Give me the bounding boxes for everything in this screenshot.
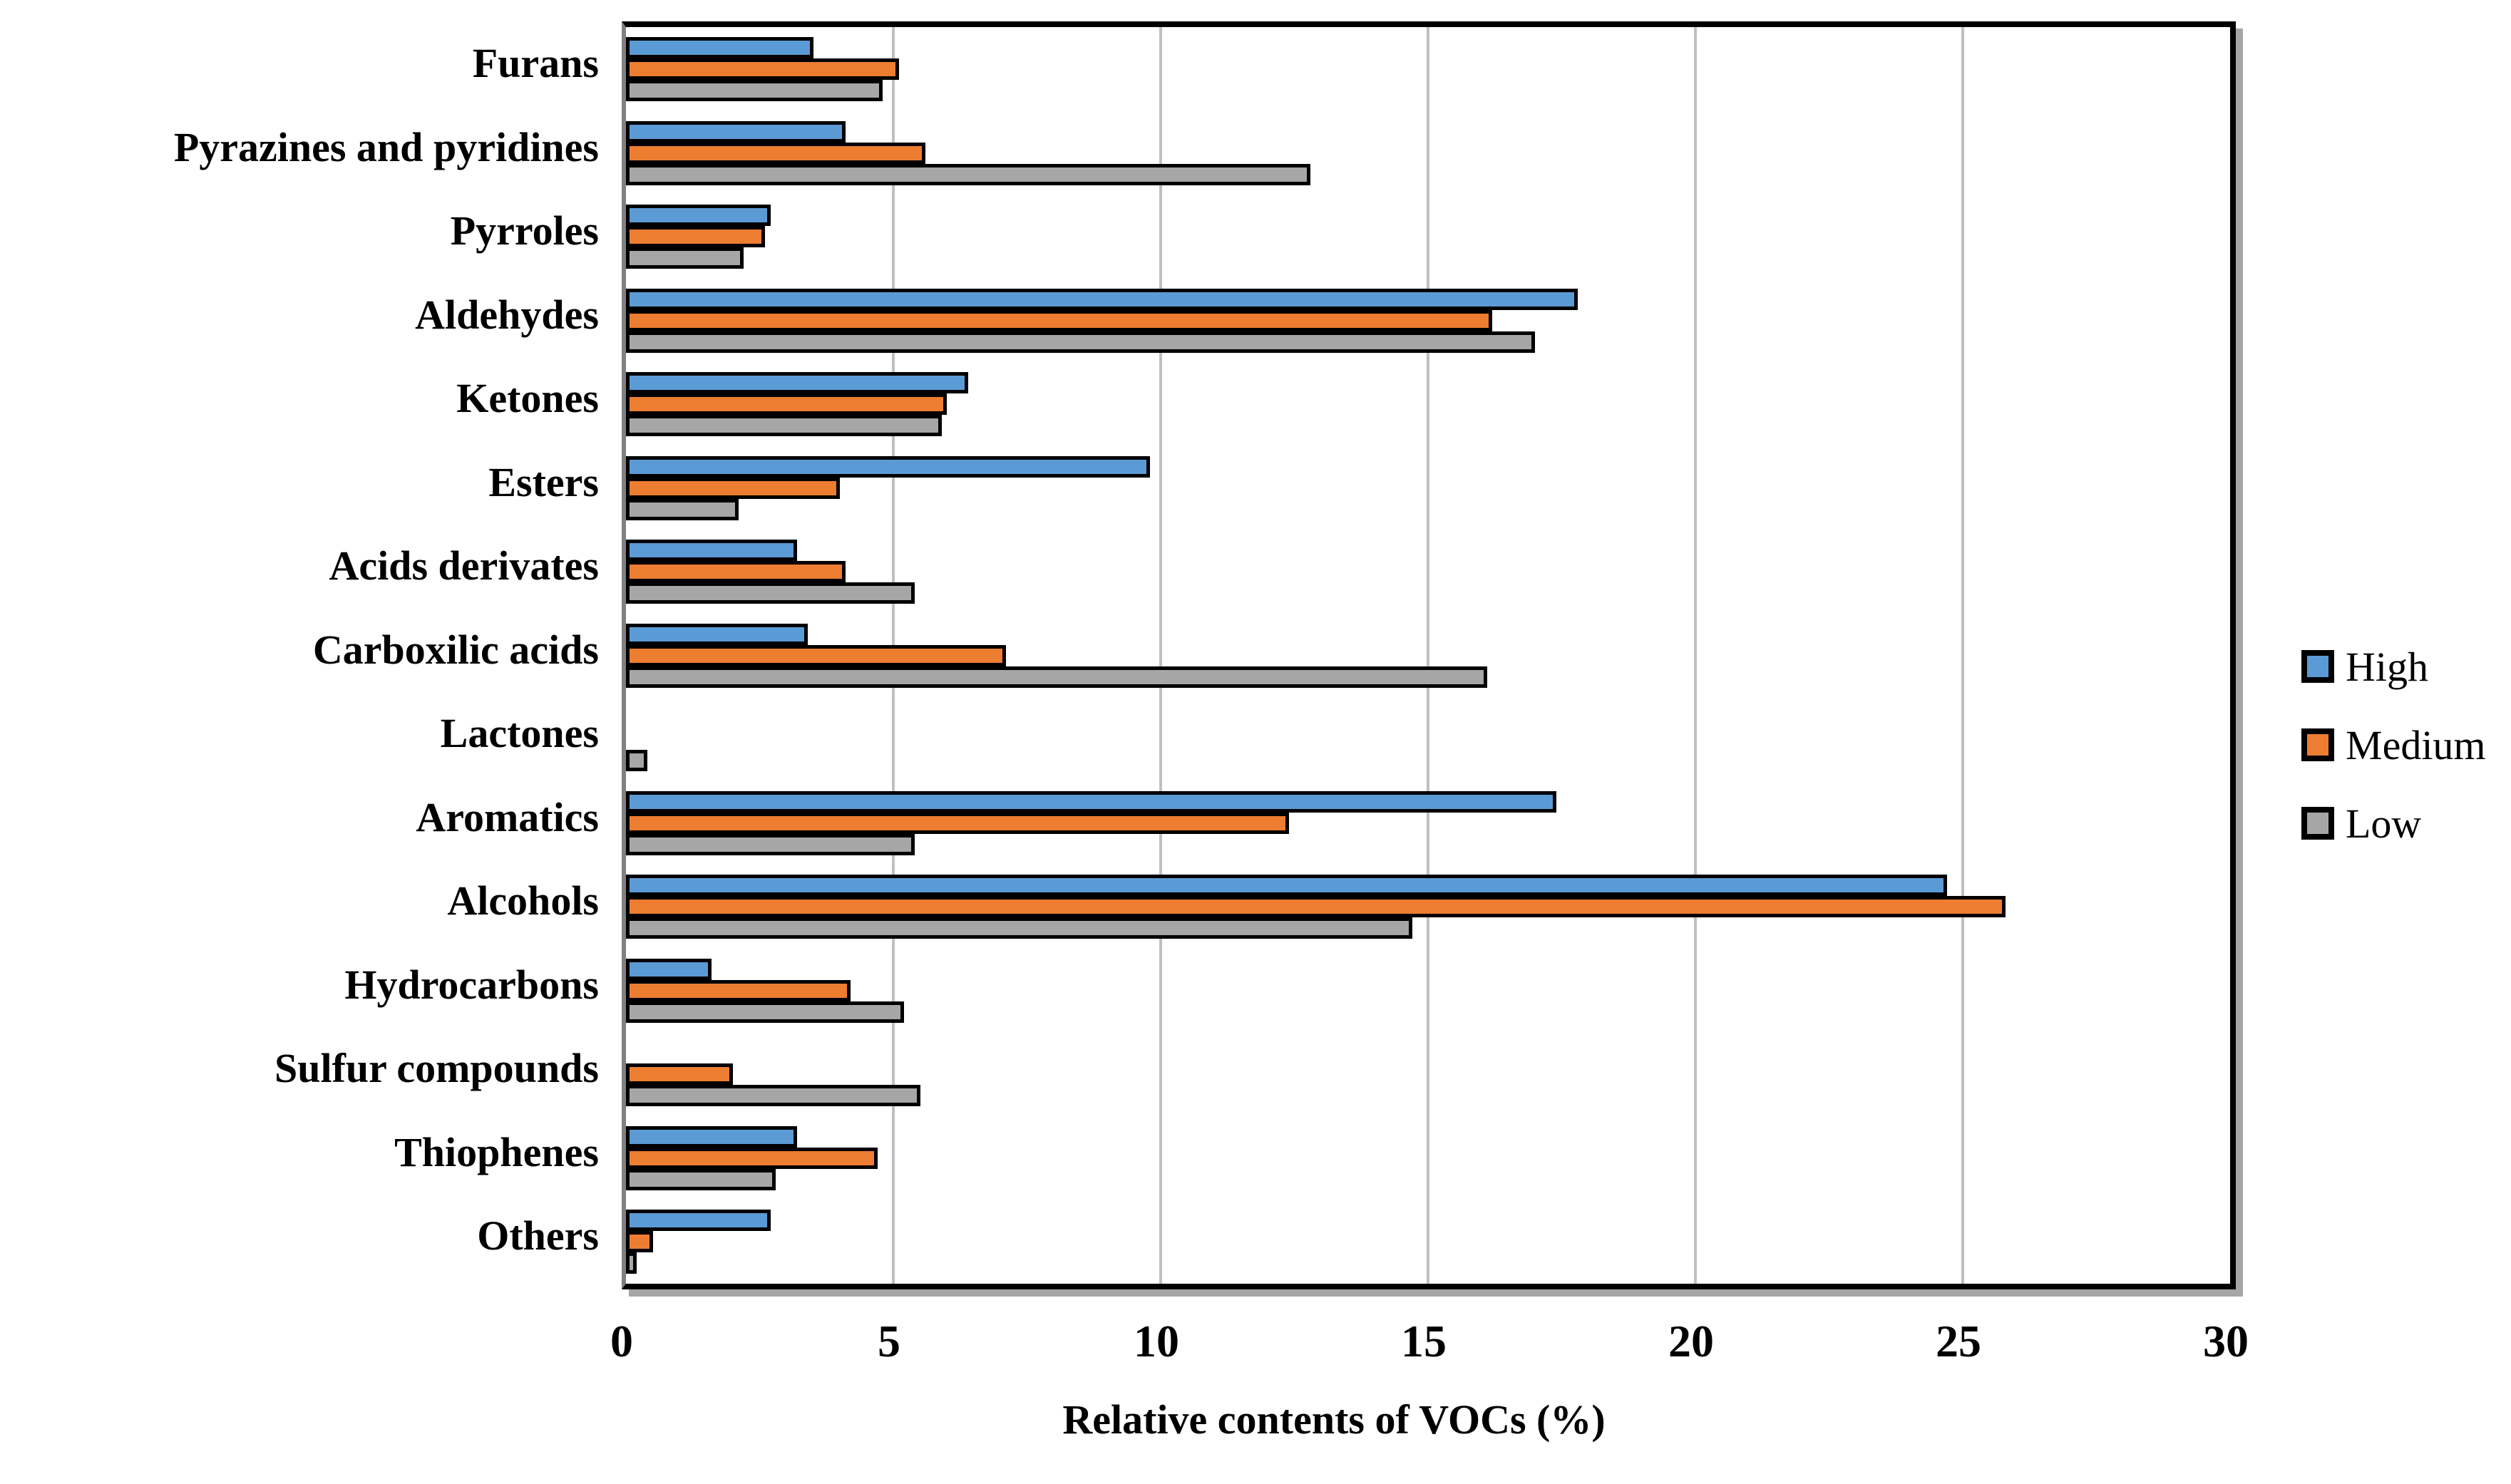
bar-high-pyrroles [626,205,771,227]
category-label-acids-derivates: Acids derivates [329,542,599,589]
bar-high-others [626,1210,771,1232]
bar-low-esters [626,498,739,520]
legend-label-high: High [2346,643,2428,690]
bar-medium-carboxilic-acids [626,644,1006,666]
bar-low-sulfur-compounds [626,1085,920,1107]
gridline-25 [1961,27,1964,1284]
gridline-15 [1427,27,1429,1284]
bar-medium-others [626,1231,653,1253]
bar-medium-acids-derivates [626,561,846,583]
bar-medium-aldehydes [626,309,1492,331]
bar-medium-ketones [626,393,947,416]
category-label-ketones: Ketones [456,375,599,422]
category-label-aromatics: Aromatics [416,793,599,840]
legend-label-low: Low [2346,800,2422,847]
bar-medium-pyrazines-and-pyridines [626,142,925,164]
tick-label-5: 5 [878,1316,900,1366]
bar-low-furans [626,80,883,101]
bar-low-aromatics [626,833,915,855]
bar-low-ketones [626,415,942,437]
bar-low-others [626,1252,637,1274]
category-label-esters: Esters [488,458,599,505]
bar-low-alcohols [626,917,1412,939]
gridline-10 [1159,27,1162,1284]
bar-high-thiophenes [626,1125,797,1148]
gridline-20 [1694,27,1697,1284]
bar-medium-hydrocarbons [626,979,851,1001]
legend-swatch-high [2301,650,2334,683]
bar-medium-pyrroles [626,226,765,248]
bar-medium-aromatics [626,812,1289,834]
bar-high-esters [626,455,1150,478]
bar-high-ketones [626,372,968,394]
bar-high-pyrazines-and-pyridines [626,120,846,143]
category-label-hydrocarbons: Hydrocarbons [344,961,599,1008]
legend-label-medium: Medium [2346,721,2486,768]
category-label-sulfur-compounds: Sulfur compounds [274,1045,599,1092]
category-label-alcohols: Alcohols [447,877,599,924]
bar-high-furans [626,37,813,58]
bar-medium-thiophenes [626,1147,878,1169]
bar-low-pyrazines-and-pyridines [626,163,1310,185]
bar-high-aromatics [626,790,1556,813]
bar-low-acids-derivates [626,582,915,604]
category-label-thiophenes: Thiophenes [394,1128,599,1175]
legend-item-medium: Medium [2301,706,2486,784]
bar-low-lactones [626,750,647,772]
bar-medium-alcohols [626,896,2006,918]
legend-item-high: High [2301,627,2486,706]
bar-high-aldehydes [626,288,1578,310]
legend-swatch-low [2301,807,2334,840]
bar-high-hydrocarbons [626,958,712,980]
bar-medium-sulfur-compounds [626,1063,733,1086]
category-label-lactones: Lactones [440,710,599,757]
bar-low-aldehydes [626,331,1535,353]
bar-medium-furans [626,58,899,80]
tick-label-30: 30 [2203,1316,2249,1366]
bar-medium-esters [626,477,840,499]
plot-area [622,21,2236,1289]
legend-swatch-medium [2301,728,2334,761]
category-label-pyrazines-and-pyridines: Pyrazines and pyridines [173,123,599,170]
category-label-carboxilic-acids: Carboxilic acids [312,626,599,673]
legend-item-low: Low [2301,784,2486,862]
bar-high-acids-derivates [626,540,797,562]
bar-low-thiophenes [626,1168,776,1190]
bar-low-hydrocarbons [626,1001,904,1023]
tick-label-10: 10 [1134,1316,1179,1366]
legend: High Medium Low [2301,627,2486,862]
tick-label-25: 25 [1936,1316,1981,1366]
category-label-others: Others [477,1212,599,1259]
category-label-pyrroles: Pyrroles [450,207,599,254]
bar-high-carboxilic-acids [626,623,808,645]
bar-low-pyrroles [626,247,744,269]
tick-label-15: 15 [1401,1316,1447,1366]
tick-label-20: 20 [1668,1316,1714,1366]
tick-label-0: 0 [610,1316,633,1366]
category-label-furans: Furans [472,40,599,86]
bar-low-carboxilic-acids [626,666,1487,688]
x-axis-title: Relative contents of VOCs (%) [1062,1396,1606,1443]
category-label-aldehydes: Aldehydes [415,291,599,338]
bar-high-alcohols [626,875,1947,897]
